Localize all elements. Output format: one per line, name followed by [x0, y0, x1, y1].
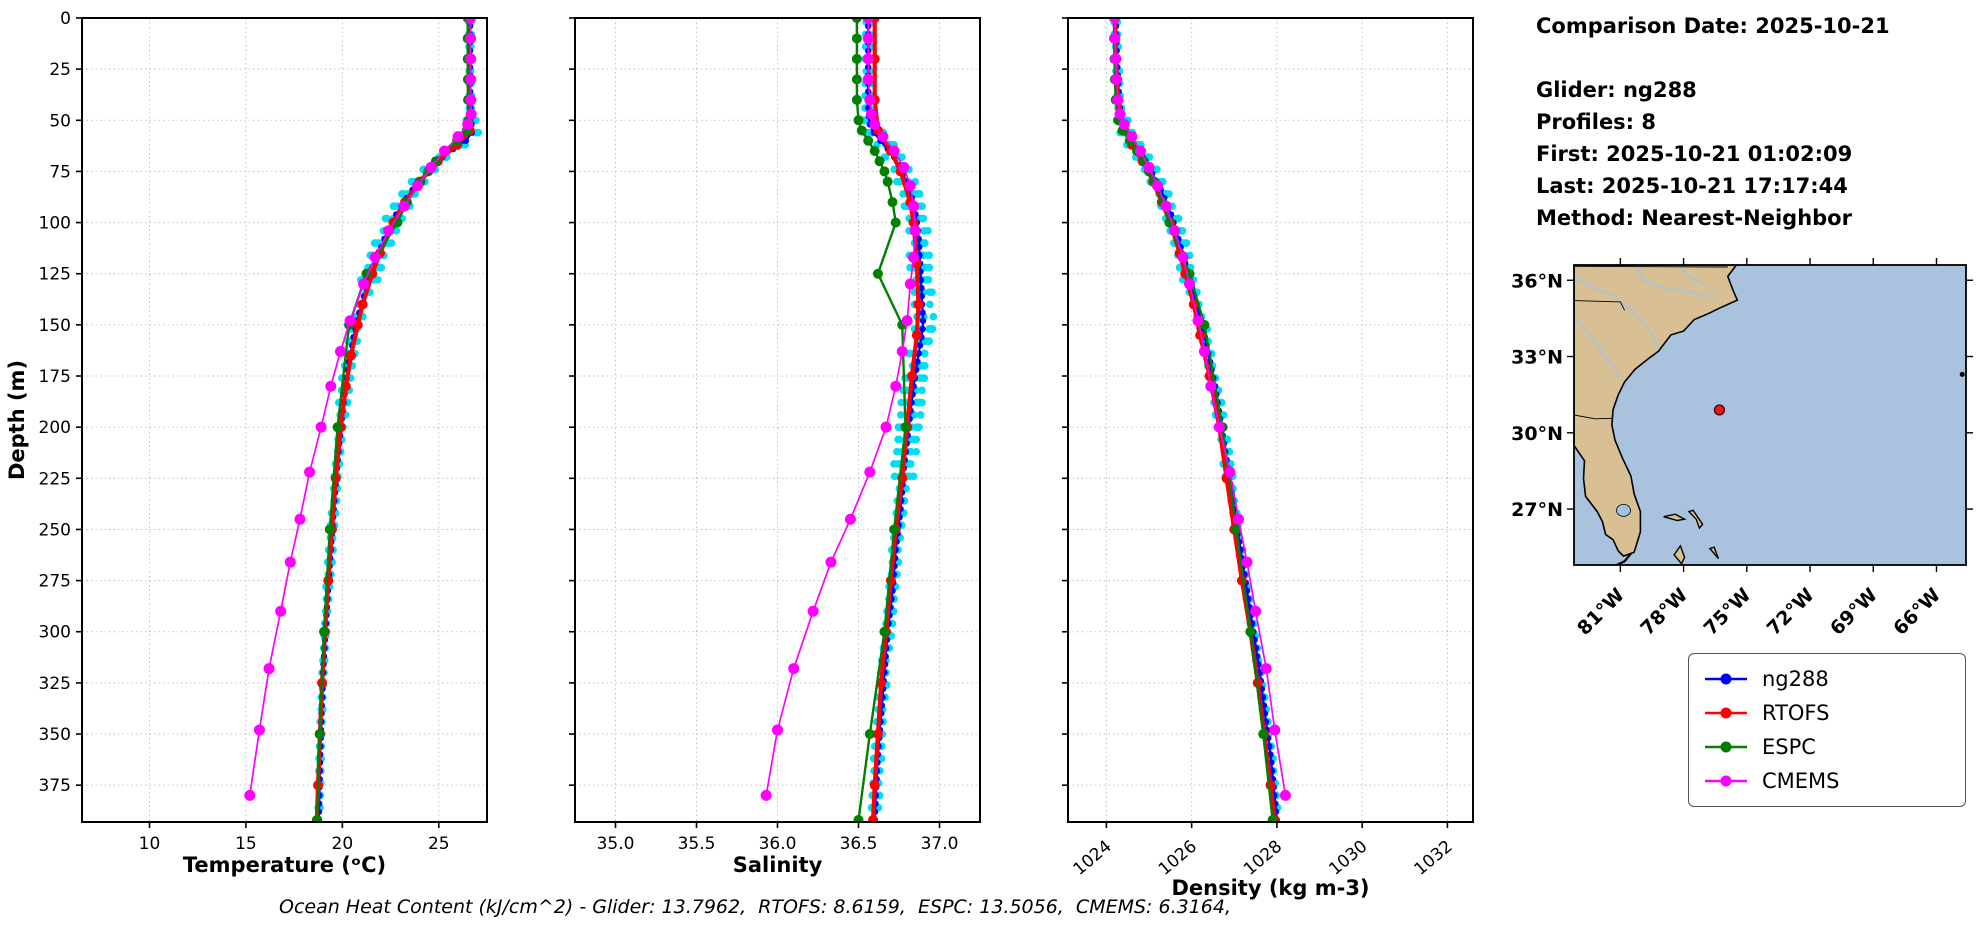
depth-tick-label: 50 — [49, 111, 71, 131]
depth-tick-label: 250 — [39, 520, 71, 540]
series-ESPC — [851, 18, 911, 822]
ohc-caption: Ocean Heat Content (kJ/cm^2) - Glider: 1… — [278, 896, 1232, 918]
x-tick-label: 1032 — [1411, 837, 1457, 880]
profiles-count-text: Profiles: 8 — [1536, 110, 1657, 134]
x-tick-label: 25 — [428, 834, 450, 854]
x-tick-label: 20 — [332, 834, 354, 854]
lat-tick-label: 30°N — [1511, 423, 1563, 445]
lake-okeechobee — [1616, 503, 1631, 517]
depth-tick-label: 375 — [39, 776, 71, 796]
tick-marks — [1062, 17, 1449, 828]
series-legend: ng288 RTOFS ESPC CMEMS — [1688, 653, 1966, 807]
lon-tick-label: 72°W — [1763, 584, 1819, 640]
bermuda-island — [1959, 371, 1965, 377]
depth-tick-label: 150 — [39, 316, 71, 336]
x-tick-label: 1028 — [1240, 837, 1286, 880]
lon-tick-label: 81°W — [1573, 584, 1629, 640]
comparison-date-text: Comparison Date: 2025-10-21 — [1536, 14, 1890, 38]
x-tick-label: 10 — [139, 834, 161, 854]
depth-tick-label: 0 — [60, 9, 71, 29]
series-ng288 — [1112, 18, 1281, 822]
lon-tick-label: 78°W — [1636, 584, 1692, 640]
temperature-plot: 10 15 20 2502550751001251501752002252502753… — [5, 9, 488, 877]
last-profile-text: Last: 2025-10-21 17:17:44 — [1536, 174, 1848, 198]
depth-tick-label: 300 — [39, 623, 71, 643]
lon-tick-label: 69°W — [1826, 584, 1882, 640]
density-plot: 1024 1026 1028 1030 1032 Density (kg m-3) — [1062, 17, 1474, 900]
lat-tick-label: 33°N — [1511, 347, 1563, 369]
density-plot-body: 1024 1026 1028 1030 1032 Density (kg m-3) — [1062, 17, 1474, 900]
x-tick-label: 1026 — [1155, 837, 1201, 880]
depth-tick-label: 325 — [39, 674, 71, 694]
glider-name-text: Glider: ng288 — [1536, 78, 1697, 102]
legend-marker-RTOFS — [1705, 707, 1747, 719]
map-tick-marks — [1567, 258, 1973, 572]
x-tick-label: 1030 — [1325, 837, 1371, 880]
depth-tick-label: 225 — [39, 469, 71, 489]
legend-marker-ESPC — [1705, 741, 1747, 753]
legend-item-ESPC: ESPC — [1703, 730, 1955, 764]
legend-label: ng288 — [1762, 667, 1829, 691]
lon-tick-label: 75°W — [1700, 584, 1756, 640]
legend-label: CMEMS — [1762, 769, 1840, 793]
lat-tick-label: 27°N — [1511, 499, 1563, 521]
legend-marker-CMEMS — [1705, 775, 1747, 787]
glider-info-block: Glider: ng288 Profiles: 8 First: 2025-10… — [1536, 74, 1890, 234]
legend-item-RTOFS: RTOFS — [1703, 696, 1955, 730]
x-tick-label: 36.5 — [840, 834, 878, 854]
series-CMEMS — [1109, 18, 1291, 801]
depth-axis-label: Depth (m) — [5, 360, 29, 480]
density-axis-label: Density (kg m-3) — [1171, 876, 1369, 900]
glider-location-dot — [1713, 404, 1726, 416]
series-ESPC — [312, 18, 474, 822]
first-profile-text: First: 2025-10-21 01:02:09 — [1536, 142, 1853, 166]
depth-tick-label: 350 — [39, 725, 71, 745]
x-tick-label: 1024 — [1070, 837, 1116, 880]
x-tick-label: 35.0 — [597, 834, 635, 854]
depth-tick-label: 200 — [39, 418, 71, 438]
x-tick-label: 15 — [235, 834, 257, 854]
salinity-plot: 35.0 35.5 36.0 36.5 37.0 Salinity — [569, 17, 981, 877]
x-tick-label: 35.5 — [678, 834, 716, 854]
depth-tick-label: 100 — [39, 214, 71, 234]
gridlines — [82, 17, 487, 822]
salinity-plot-body: 35.0 35.5 36.0 36.5 37.0 Salinity — [569, 17, 981, 877]
axes-frame — [1067, 17, 1474, 823]
legend-label: ESPC — [1762, 735, 1816, 759]
temperature-axis-label: Temperature (ᵒC) — [183, 853, 386, 877]
map-frame — [1573, 264, 1967, 566]
salinity-axis-label: Salinity — [733, 853, 823, 877]
series-CMEMS — [760, 18, 921, 801]
legend-item-ng288: ng288 — [1703, 662, 1955, 696]
lon-tick-label: 66°W — [1889, 584, 1945, 640]
x-tick-label: 36.0 — [759, 834, 797, 854]
tick-marks — [569, 17, 941, 828]
series-RTOFS — [868, 18, 924, 822]
axes-frame — [81, 17, 488, 823]
x-tick-label: 37.0 — [921, 834, 959, 854]
series-RTOFS — [311, 18, 475, 822]
legend-marker-ng288 — [1705, 673, 1747, 685]
gridlines — [575, 17, 980, 822]
info-panel: Comparison Date: 2025-10-21 Glider: ng28… — [1536, 10, 1890, 234]
location-map: 36°N 33°N 30°N 27°N 81°W 78°W 75°W 72°W 69°W 66°W — [1511, 258, 1973, 640]
depth-tick-label: 25 — [49, 60, 71, 80]
map-body: 36°N 33°N 30°N 27°N 81°W 78°W 75°W 72°W 69°W 66°W — [1511, 258, 1973, 640]
depth-tick-label: 175 — [39, 367, 71, 387]
method-text: Method: Nearest-Neighbor — [1536, 206, 1852, 230]
temperature-plot-body: 10 15 20 2502550751001251501752002252502753… — [5, 9, 488, 877]
depth-tick-label: 275 — [39, 572, 71, 592]
tick-marks — [76, 17, 440, 828]
lat-tick-label: 36°N — [1511, 270, 1563, 292]
coastline-land — [1574, 265, 1739, 558]
legend-label: RTOFS — [1762, 701, 1830, 725]
legend-item-CMEMS: CMEMS — [1703, 764, 1955, 798]
depth-tick-label: 125 — [39, 265, 71, 285]
series-CMEMS — [244, 18, 477, 801]
depth-tick-label: 75 — [49, 162, 71, 182]
